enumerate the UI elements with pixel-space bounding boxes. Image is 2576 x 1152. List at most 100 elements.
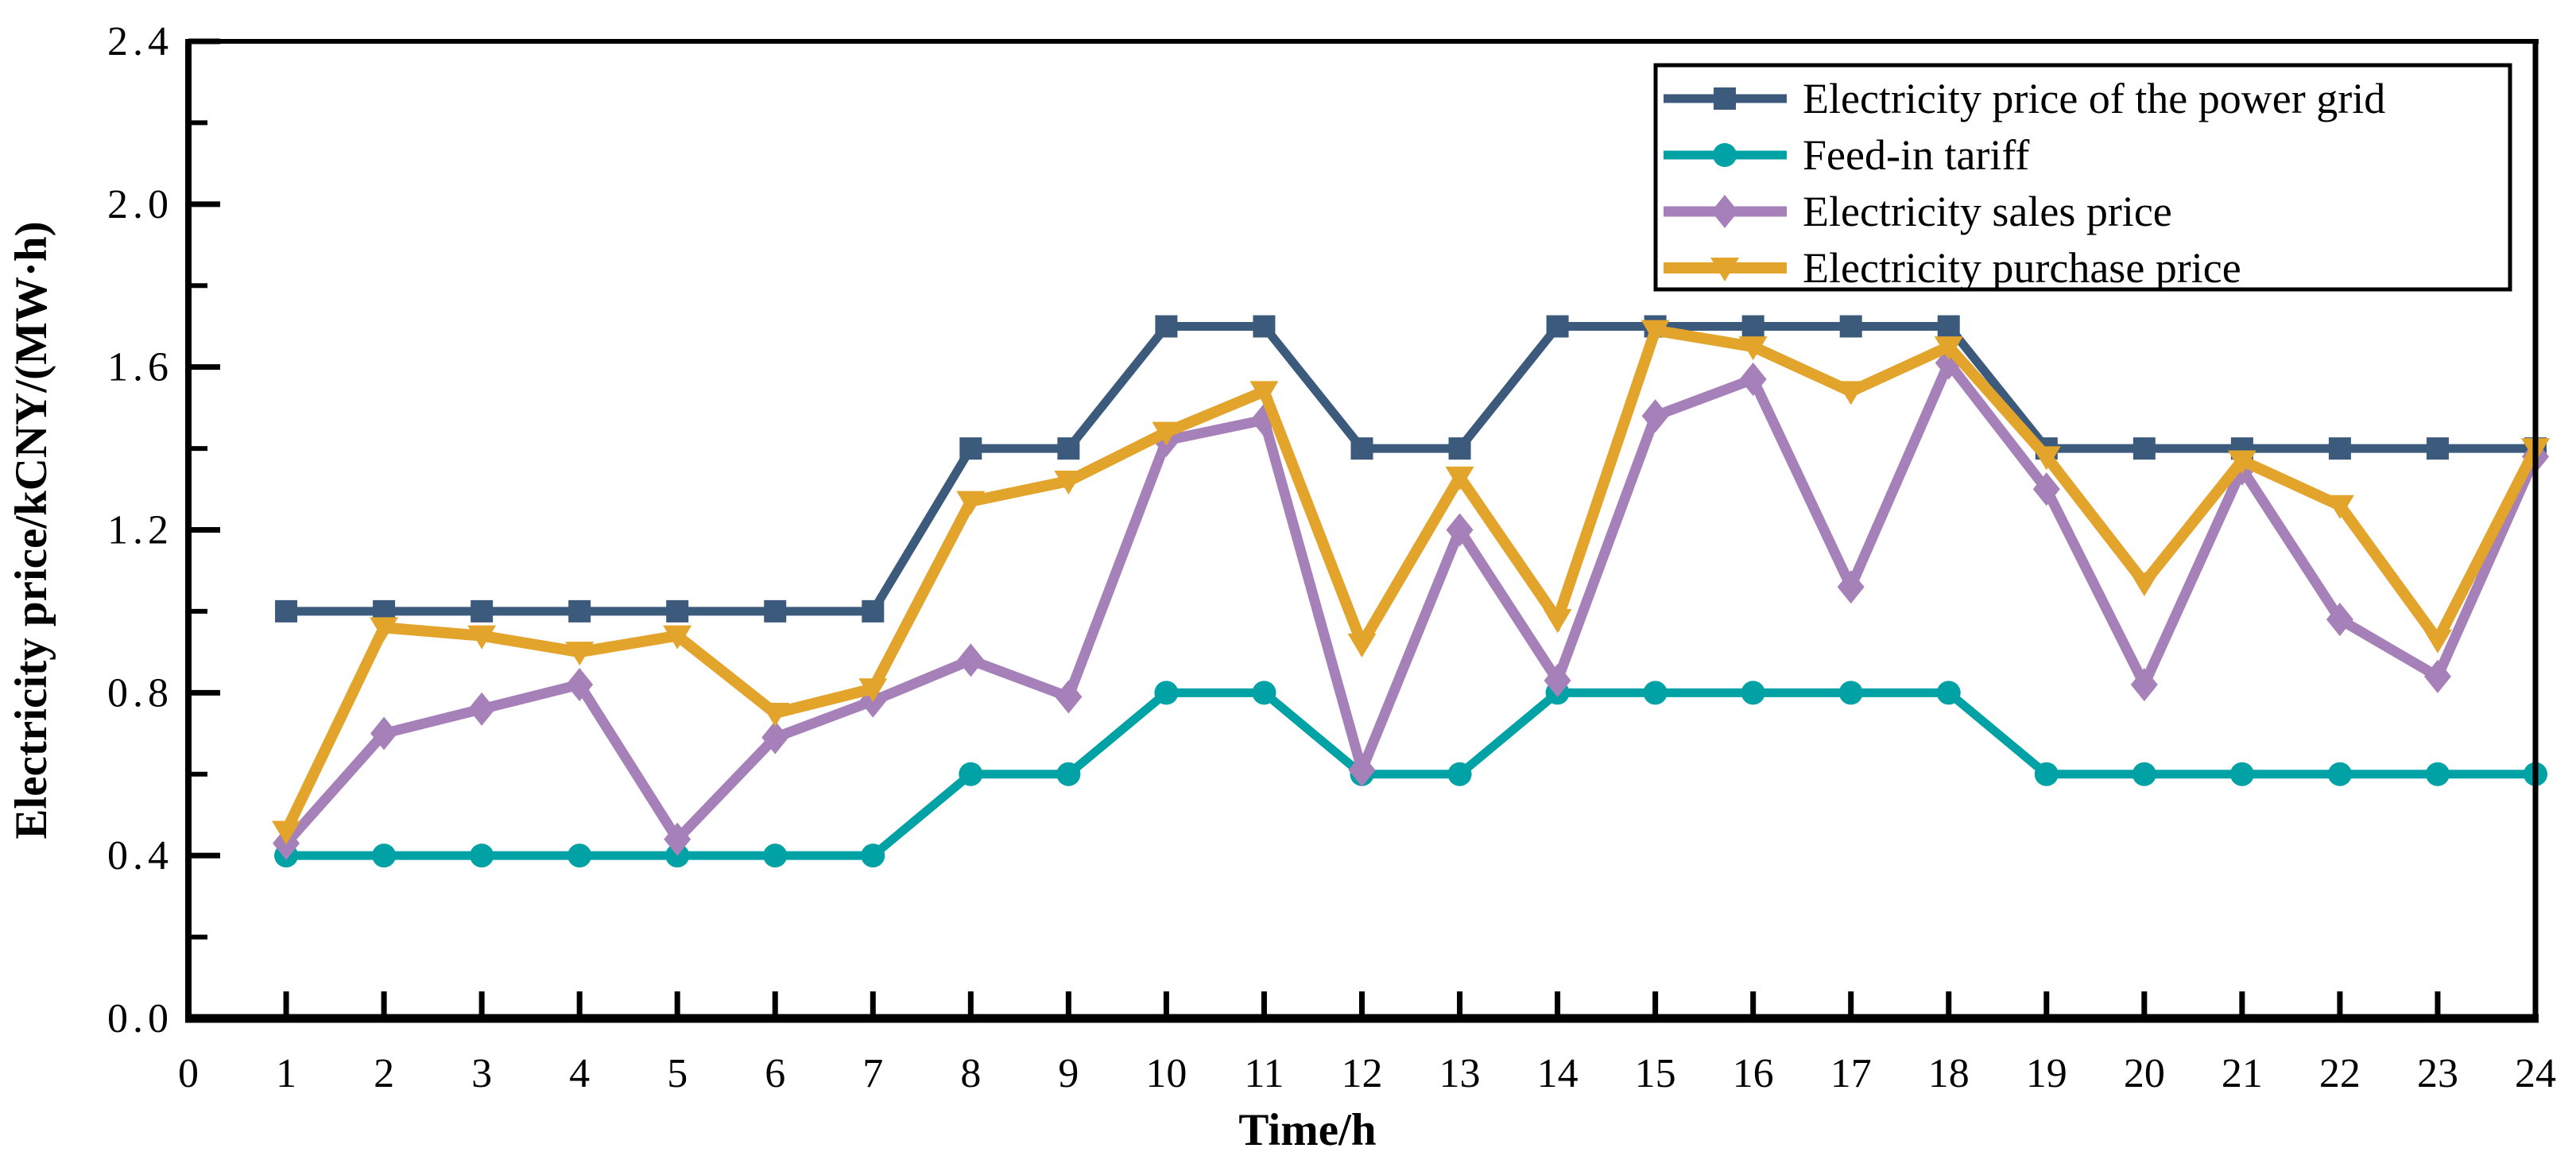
x-tick-label: 4 [569, 1051, 590, 1096]
triangle-down-marker [2129, 572, 2159, 597]
triangle-down-marker [1152, 421, 1181, 446]
x-tick-label: 9 [1058, 1051, 1079, 1096]
circle-marker [763, 844, 788, 868]
triangle-down-marker [2423, 629, 2452, 654]
diamond-marker [2423, 659, 2451, 693]
circle-marker [567, 844, 592, 868]
square-marker [471, 599, 494, 623]
x-tick-label: 19 [2026, 1051, 2067, 1096]
y-tick-label: 2.4 [107, 19, 173, 64]
diamond-marker [1837, 570, 1865, 604]
series-electricity-purchase-price [272, 320, 2550, 845]
y-tick-label: 1.6 [107, 345, 173, 390]
square-marker [568, 599, 591, 623]
legend: Electricity price of the power grid Feed… [1653, 63, 2512, 292]
y-tick-label: 0.0 [107, 996, 173, 1041]
x-tick-label: 18 [1928, 1051, 1970, 1096]
diamond-marker [468, 692, 496, 726]
x-tick-label: 14 [1537, 1051, 1579, 1096]
triangle-down-marker [1543, 609, 1572, 634]
triangle-down-marker [2032, 446, 2061, 471]
series-feed-in-tariff [274, 681, 2547, 868]
circle-marker [861, 844, 885, 868]
circle-marker [2425, 762, 2450, 786]
triangle-down-marker [1934, 336, 1963, 361]
square-marker [764, 599, 787, 623]
triangle-down-marker [2227, 450, 2256, 475]
x-tick-label: 5 [667, 1051, 688, 1096]
square-marker [275, 599, 298, 623]
circle-marker [1154, 681, 1179, 705]
triangle-down-marker [467, 625, 497, 650]
x-tick-label: 7 [862, 1051, 883, 1096]
square-marker [1155, 315, 1178, 338]
square-marker [666, 599, 689, 623]
x-tick-label: 15 [1635, 1051, 1676, 1096]
legend-item-label: Electricity purchase price [1803, 244, 2241, 292]
y-tick-label: 0.8 [107, 670, 173, 716]
triangle-down-marker [272, 820, 301, 845]
triangle-down-marker [956, 491, 986, 515]
square-marker [373, 599, 396, 623]
x-axis: 0 1 2 3 4 5 6 7 8 9 10 11 12 13 14 15 16 17 18 19 20 21 22 23 24 [178, 991, 2556, 1096]
legend-item-label: Electricity price of the power grid [1803, 75, 2385, 122]
diamond-marker [664, 822, 691, 856]
square-marker [1937, 315, 1960, 338]
x-tick-label: 8 [960, 1051, 981, 1096]
series-line [281, 324, 2541, 834]
legend-circle-marker-icon [1713, 143, 1737, 167]
triangle-down-marker [663, 625, 692, 650]
legend-box [1653, 63, 2512, 292]
x-tick-label: 1 [276, 1051, 296, 1096]
y-tick-label: 1.2 [107, 508, 173, 553]
legend-square-marker-icon [1714, 87, 1736, 110]
x-tick-label: 16 [1733, 1051, 1774, 1096]
triangle-down-marker [370, 617, 399, 642]
circle-marker [959, 762, 983, 786]
diamond-marker [1544, 663, 1571, 697]
circle-marker [2229, 762, 2254, 786]
y-axis: 0.0 0.4 0.8 1.2 1.6 2.0 2.4 [107, 19, 220, 1041]
y-tick-label: 0.4 [107, 833, 173, 879]
diamond-marker [761, 720, 789, 754]
series-electricity-price-of-the-power-grid [275, 315, 2547, 623]
square-marker [1253, 315, 1276, 338]
square-marker [862, 599, 885, 623]
triangle-down-marker [565, 642, 595, 666]
series-line [286, 688, 2535, 860]
square-marker [1741, 315, 1764, 338]
x-tick-label: 21 [2222, 1051, 2263, 1096]
triangle-down-marker [1836, 381, 1865, 405]
diamond-marker [957, 643, 985, 677]
legend-diamond-marker-icon [1711, 195, 1738, 228]
triangle-down-marker [1641, 320, 1670, 344]
diamond-marker [2032, 472, 2060, 506]
circle-marker [1741, 681, 1765, 705]
square-marker [1546, 315, 1569, 338]
square-marker [2426, 437, 2449, 460]
triangle-down-marker [858, 678, 888, 703]
legend-item: Feed-in tariff [1664, 131, 2029, 179]
circle-marker [2132, 762, 2156, 786]
series-electricity-sales-price [273, 346, 2549, 860]
legend-item: Electricity price of the power grid [1664, 75, 2385, 122]
diamond-marker [370, 716, 398, 751]
y-tick-label: 2.0 [107, 182, 173, 227]
legend-triangle-marker-icon [1710, 258, 1739, 281]
square-marker [1839, 315, 1862, 338]
triangle-down-marker [1347, 633, 1377, 657]
x-tick-label: 24 [2515, 1051, 2556, 1096]
x-tick-label: 22 [2319, 1051, 2361, 1096]
x-tick-label: 3 [471, 1051, 492, 1096]
triangle-down-marker [1738, 336, 1768, 361]
x-tick-label: 13 [1439, 1051, 1481, 1096]
x-tick-label: 20 [2124, 1051, 2165, 1096]
circle-marker [1838, 681, 1863, 705]
legend-item-label: Electricity sales price [1803, 188, 2172, 235]
circle-marker [2327, 762, 2352, 786]
diamond-marker [1446, 513, 1474, 547]
diamond-marker [1348, 753, 1376, 787]
circle-marker [372, 844, 397, 868]
